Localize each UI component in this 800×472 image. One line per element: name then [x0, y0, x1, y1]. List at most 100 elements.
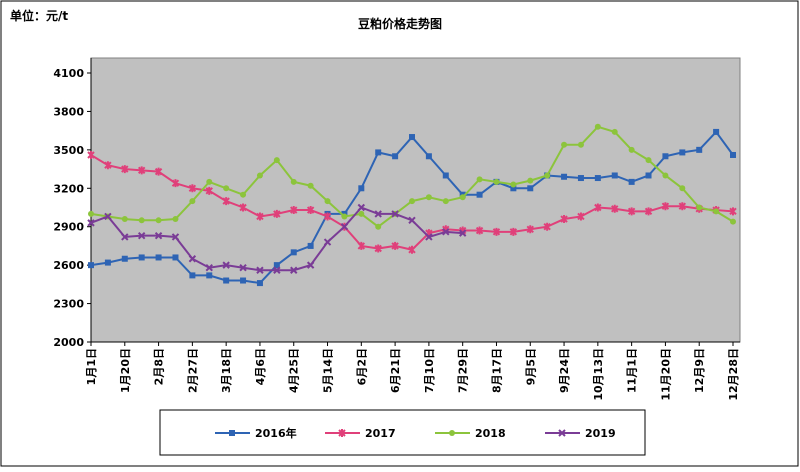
marker: [307, 242, 314, 249]
marker: [172, 216, 179, 223]
marker: [645, 157, 652, 164]
marker: [594, 123, 601, 130]
marker: [476, 176, 483, 183]
marker: [240, 277, 247, 284]
marker: [87, 219, 95, 227]
marker: [561, 141, 568, 148]
y-tick-label: 2300: [53, 298, 84, 311]
legend-label: 2016年: [255, 426, 297, 440]
marker: [679, 149, 686, 156]
x-tick-label: 6月21日: [389, 348, 402, 393]
x-tick-label: 8月17日: [490, 348, 503, 393]
marker: [358, 210, 365, 217]
marker: [459, 194, 466, 201]
marker: [730, 218, 736, 225]
marker: [628, 146, 635, 153]
marker: [594, 175, 601, 182]
marker: [475, 226, 484, 235]
x-tick-label: 5月14日: [322, 348, 335, 393]
x-tick-label: 3月18日: [220, 348, 233, 393]
marker: [543, 222, 551, 231]
marker: [121, 233, 129, 241]
marker: [206, 178, 213, 185]
y-tick-label: 2900: [53, 221, 84, 234]
y-tick-label: 3500: [53, 144, 84, 157]
marker: [577, 175, 584, 182]
marker: [273, 157, 280, 164]
marker: [256, 212, 264, 221]
marker: [509, 227, 518, 236]
marker: [239, 263, 247, 272]
marker: [713, 128, 720, 135]
marker: [458, 229, 467, 237]
x-tick-label: 12月28日: [727, 348, 740, 401]
marker: [558, 429, 566, 437]
marker: [493, 178, 500, 185]
marker: [121, 255, 128, 262]
x-tick-label: 6月2日: [355, 348, 368, 385]
marker: [273, 262, 280, 269]
y-tick-label: 3800: [53, 105, 84, 118]
marker: [323, 212, 332, 221]
marker: [357, 203, 366, 212]
marker: [442, 172, 449, 179]
marker: [256, 172, 263, 179]
marker: [510, 181, 517, 188]
marker: [154, 231, 163, 240]
marker: [256, 266, 264, 274]
marker: [696, 146, 703, 153]
marker: [189, 198, 196, 205]
marker: [206, 272, 213, 279]
marker: [527, 177, 534, 184]
x-tick-label: 2月8日: [153, 348, 166, 385]
x-tick-label: 9月24日: [558, 348, 571, 393]
marker: [205, 263, 213, 272]
marker: [171, 179, 180, 188]
marker: [239, 203, 247, 212]
marker: [290, 206, 298, 215]
marker: [137, 231, 146, 240]
marker: [560, 215, 568, 224]
marker: [391, 241, 399, 250]
marker: [138, 217, 145, 224]
marker: [611, 172, 618, 179]
marker: [391, 210, 399, 218]
x-tick-label: 9月5日: [524, 348, 537, 385]
marker: [492, 227, 501, 236]
marker: [155, 254, 162, 261]
marker: [188, 255, 197, 263]
marker: [171, 233, 180, 241]
marker: [713, 208, 720, 215]
chart-title: 豆粕价格走势图: [358, 16, 442, 31]
marker: [662, 153, 669, 160]
marker: [338, 429, 346, 437]
marker: [154, 167, 163, 176]
marker: [644, 207, 653, 216]
marker: [408, 245, 416, 254]
marker: [442, 228, 450, 236]
marker: [611, 128, 618, 135]
x-tick-label: 4月25日: [288, 348, 301, 393]
marker: [544, 172, 551, 179]
marker: [409, 134, 415, 141]
marker: [374, 210, 382, 218]
marker: [273, 266, 281, 274]
marker: [730, 151, 736, 158]
x-tick-label: 7月29日: [457, 348, 470, 393]
marker: [527, 185, 534, 192]
marker: [188, 184, 197, 193]
legend-label: 2017: [365, 427, 396, 440]
marker: [155, 217, 162, 224]
y-tick-label: 2000: [53, 336, 84, 349]
marker: [577, 141, 584, 148]
marker: [256, 280, 263, 287]
unit-label: 单位：元/t: [10, 8, 68, 23]
marker: [137, 166, 146, 175]
x-tick-label: 12月9日: [693, 348, 706, 393]
marker: [408, 216, 416, 225]
marker: [449, 430, 455, 436]
marker: [627, 207, 636, 216]
marker: [290, 178, 297, 185]
marker: [662, 172, 669, 179]
y-tick-label: 2600: [53, 259, 84, 272]
